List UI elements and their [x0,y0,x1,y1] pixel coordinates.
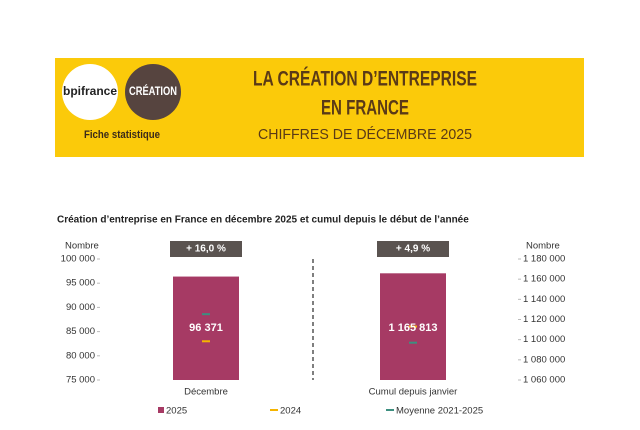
marker [409,325,417,328]
logo-creation [125,64,181,120]
change-box [170,241,242,257]
bar [173,276,239,380]
y2-tick-label: 1 080 000 [523,354,565,365]
y-tick-label: 95 000 [66,278,95,289]
y2-axis-title: Nombre [526,241,560,252]
y2-tick-label: 1 160 000 [523,274,565,285]
y2-tick-label: 1 100 000 [523,334,565,345]
title-line: LA CRÉATION D’ENTREPRISE [253,68,477,91]
x-tick-label: Décembre [184,387,228,398]
subtitle: CHIFFRES DE DÉCEMBRE 2025 [258,126,472,143]
chart-title: Création d’entreprise en France en décem… [57,215,469,226]
logo-text: CRÉATION [129,83,177,98]
y2-tick-label: 1 120 000 [523,314,565,325]
y-tick-label: 75 000 [66,375,95,386]
y-tick-label: 80 000 [66,350,95,361]
y2-tick-label: 1 140 000 [523,294,565,305]
legend-label: Moyenne 2021-2025 [396,406,483,417]
legend-label: 2025 [166,406,187,417]
change-label: + 4,9 % [396,244,430,255]
value-label: 96 371 [189,322,223,334]
marker [202,340,210,343]
legend-swatch [386,409,394,411]
title-line: EN FRANCE [321,97,409,120]
y2-tick-label: 1 180 000 [523,254,565,265]
x-tick-label: Cumul depuis janvier [369,387,458,398]
value-label: 1 165 813 [389,322,438,334]
y-tick-label: 85 000 [66,326,95,337]
legend-swatch [158,407,164,413]
y-axis-title: Nombre [65,241,99,252]
logo-bpifrance [62,64,118,120]
y-tick-label: 90 000 [66,302,95,313]
legend-label: 2024 [280,406,301,417]
logo-text: bpifrance [63,84,117,98]
y2-tick-label: 1 060 000 [523,375,565,386]
change-box [377,241,449,257]
marker [202,313,210,316]
legend-swatch [270,409,278,411]
caption: Fiche statistique [84,129,160,141]
marker [409,341,417,344]
change-label: + 16,0 % [186,244,226,255]
y-tick-label: 100 000 [61,254,95,265]
